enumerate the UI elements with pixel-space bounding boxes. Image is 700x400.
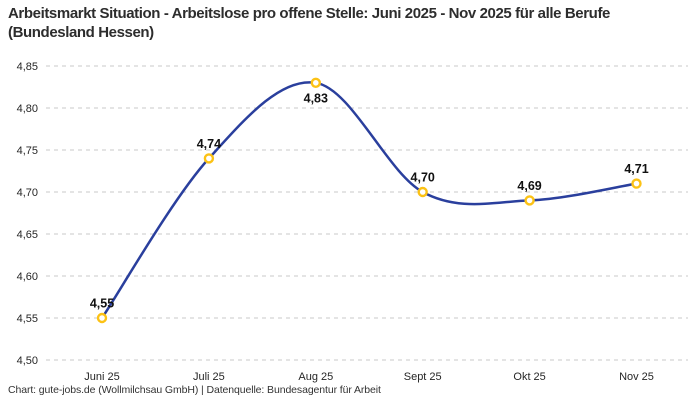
y-axis-tick-label: 4,50 <box>17 355 38 367</box>
data-point-marker <box>203 153 215 164</box>
data-point-label: 4,55 <box>90 297 114 311</box>
y-axis-tick-label: 4,80 <box>17 103 38 115</box>
data-point-marker <box>310 77 321 89</box>
y-axis-tick-label: 4,65 <box>17 229 38 241</box>
x-axis-label: Juni 25 <box>84 371 119 383</box>
y-axis-tick-label: 4,85 <box>17 61 38 73</box>
chart-title: Arbeitsmarkt Situation - Arbeitslose pro… <box>8 5 610 41</box>
series-line <box>100 81 638 320</box>
y-axis-tick-label: 4,70 <box>17 187 38 199</box>
x-axis-label: Juli 25 <box>193 371 225 383</box>
data-point-marker <box>631 178 642 189</box>
y-axis-tick-label: 4,75 <box>17 145 38 157</box>
data-point-label: 4,83 <box>304 91 328 105</box>
data-point-label: 4,69 <box>517 179 541 193</box>
x-axis-label: Okt 25 <box>513 371 545 383</box>
y-axis-tick-label: 4,55 <box>17 313 38 325</box>
data-point-label: 4,71 <box>624 162 648 176</box>
y-axis-tick-label: 4,60 <box>17 271 38 283</box>
data-point-label: 4,74 <box>197 137 221 151</box>
x-axis-label: Sept 25 <box>404 371 442 383</box>
data-point-marker <box>524 195 535 206</box>
chart-footer-credit: Chart: gute-jobs.de (Wollmilchsau GmbH) … <box>8 384 381 396</box>
x-axis-label: Nov 25 <box>619 371 654 383</box>
x-axis-label: Aug 25 <box>298 371 333 383</box>
data-point-marker <box>96 312 108 324</box>
data-point-label: 4,70 <box>411 171 435 185</box>
data-point-marker <box>417 186 428 198</box>
